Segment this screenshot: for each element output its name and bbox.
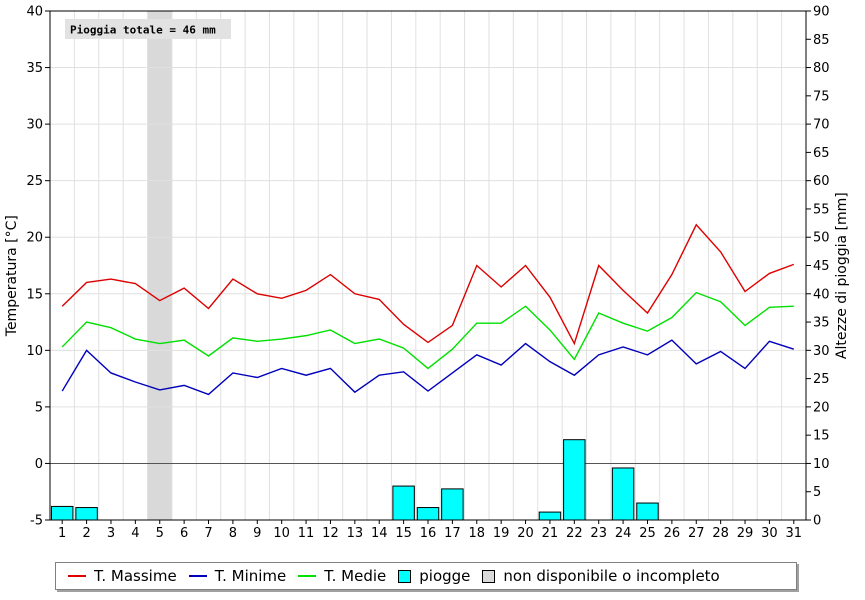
rain-bar	[636, 502, 659, 521]
y-right-axis-title: Altezze di pioggia [mm]	[834, 192, 850, 359]
y-right-tick-label: 90	[813, 5, 830, 20]
y-left-tick-label: 40	[26, 5, 43, 20]
y-right-tick-label: 40	[813, 287, 830, 302]
legend-item-rain: piogge	[398, 567, 470, 585]
x-tick-label: 24	[615, 526, 632, 541]
y-right-tick-label: 30	[813, 344, 830, 359]
x-tick-label: 28	[712, 526, 729, 541]
rain-bar	[538, 511, 562, 521]
y-right-tick-label: 45	[813, 259, 830, 274]
legend-item-max: T. Massime	[68, 567, 177, 585]
y-right-tick-label: 65	[813, 146, 830, 161]
annotation-total-rain: Pioggia totale = 46 mm	[70, 24, 216, 37]
x-tick-label: 6	[180, 526, 188, 541]
x-tick-label: 19	[493, 526, 510, 541]
y-right-tick-label: 15	[813, 429, 830, 444]
legend-label-min: T. Minime	[214, 567, 287, 585]
y-left-tick-label: -5	[30, 514, 43, 529]
x-tick-label: 18	[469, 526, 486, 541]
x-tick-label: 3	[107, 526, 115, 541]
rain-bar	[441, 488, 464, 521]
x-tick-label: 13	[347, 526, 364, 541]
chart-legend: T. Massime T. Minime T. Medie piogge non…	[55, 562, 797, 590]
y-right-tick-label: 70	[813, 118, 830, 133]
x-tick-label: 8	[229, 526, 237, 541]
y-left-tick-label: 10	[26, 344, 43, 359]
x-tick-label: 20	[517, 526, 534, 541]
y-left-tick-label: 20	[26, 231, 43, 246]
x-tick-label: 4	[131, 526, 139, 541]
legend-item-mean: T. Medie	[298, 567, 386, 585]
unavailable-band	[147, 11, 172, 520]
x-tick-label: 25	[639, 526, 656, 541]
annotation-box	[65, 19, 231, 39]
x-tick-label: 14	[371, 526, 388, 541]
series-line-t-massime	[61, 223, 795, 346]
x-tick-label: 9	[253, 526, 261, 541]
rain-bar	[50, 505, 74, 521]
y-left-tick-label: 25	[26, 174, 43, 189]
y-right-tick-label: 50	[813, 231, 830, 246]
x-tick-label: 23	[590, 526, 607, 541]
x-tick-label: 16	[420, 526, 437, 541]
x-tick-label: 22	[566, 526, 583, 541]
legend-label-mean: T. Medie	[324, 567, 387, 585]
legend-label-max: T. Massime	[94, 567, 177, 585]
legend-item-unavailable: non disponibile o incompleto	[482, 567, 720, 585]
x-tick-label: 12	[322, 526, 339, 541]
series-line-t-medie	[61, 291, 794, 370]
x-tick-label: 30	[761, 526, 778, 541]
legend-label-rain: piogge	[419, 567, 471, 585]
y-left-tick-label: 0	[35, 457, 43, 472]
y-right-tick-label: 75	[813, 89, 830, 104]
legend-swatch-rain	[398, 569, 412, 583]
series-line-t-minime	[61, 339, 795, 396]
x-tick-label: 11	[298, 526, 315, 541]
x-tick-label: 15	[395, 526, 412, 541]
x-tick-label: 7	[204, 526, 212, 541]
y-right-tick-label: 85	[813, 33, 830, 48]
x-tick-label: 26	[664, 526, 681, 541]
legend-swatch-min	[188, 575, 207, 577]
legend-item-min: T. Minime	[188, 567, 287, 585]
y-right-tick-label: 80	[813, 61, 830, 76]
x-tick-label: 1	[58, 526, 66, 541]
rain-bar	[416, 507, 440, 521]
x-tick-label: 21	[542, 526, 559, 541]
legend-swatch-unavailable	[482, 569, 496, 583]
y-left-tick-label: 30	[26, 118, 43, 133]
y-left-tick-label: 5	[35, 400, 43, 415]
x-tick-label: 29	[737, 526, 754, 541]
rain-bar	[75, 507, 98, 521]
y-left-axis-title: Temperatura [°C]	[4, 215, 20, 337]
x-tick-label: 27	[688, 526, 705, 541]
x-tick-label: 10	[273, 526, 290, 541]
legend-label-unavailable: non disponibile o incompleto	[503, 567, 720, 585]
legend-swatch-max	[68, 575, 86, 577]
y-right-tick-label: 55	[813, 202, 830, 217]
y-right-tick-label: 20	[813, 400, 830, 415]
y-right-tick-label: 5	[813, 485, 821, 500]
legend-swatch-mean	[298, 575, 317, 577]
y-right-tick-label: 10	[813, 457, 830, 472]
plot-area	[50, 11, 806, 520]
x-tick-label: 2	[82, 526, 90, 541]
y-right-tick-label: 35	[813, 316, 830, 331]
y-right-tick-label: 25	[813, 372, 830, 387]
x-tick-label: 17	[444, 526, 461, 541]
rain-bar	[563, 439, 586, 521]
y-left-tick-label: 35	[26, 61, 43, 76]
rain-bar	[392, 485, 415, 521]
y-left-tick-label: 15	[26, 287, 43, 302]
y-right-tick-label: 0	[813, 514, 821, 529]
y-right-tick-label: 60	[813, 174, 830, 189]
x-tick-label: 31	[786, 526, 803, 541]
rain-bar	[611, 467, 635, 521]
x-tick-label: 5	[156, 526, 164, 541]
